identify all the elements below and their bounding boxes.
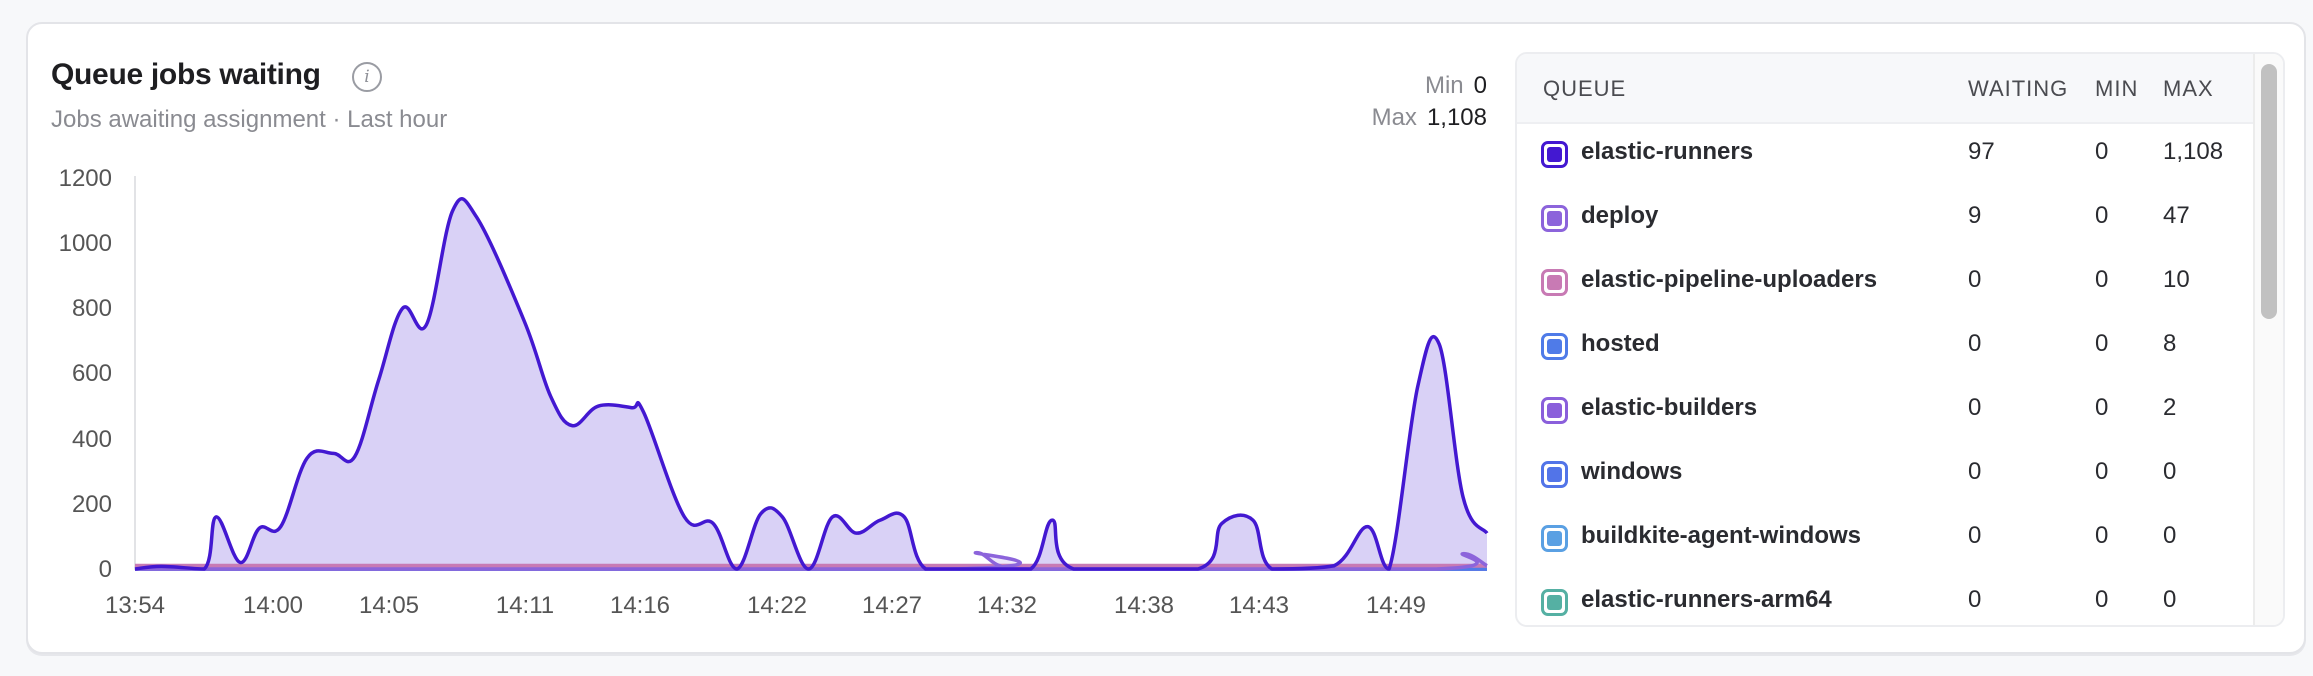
min-value: 0 <box>2095 458 2109 485</box>
waiting-value: 0 <box>1968 394 1982 421</box>
min-value: 0 <box>2095 266 2109 293</box>
card-title: Queue jobs waiting <box>51 58 321 91</box>
series-toggle-checkbox[interactable] <box>1541 269 1568 296</box>
queue-name: buildkite-agent-windows <box>1581 522 1861 549</box>
series-line-elastic-runners <box>134 197 1489 571</box>
waiting-value: 9 <box>1968 202 1982 229</box>
color-swatch-icon <box>1547 467 1562 482</box>
legend-row[interactable]: hosted 0 0 8 <box>1517 314 2257 378</box>
x-tick: 14:22 <box>746 592 808 619</box>
x-tick: 14:49 <box>1365 592 1427 619</box>
series-toggle-checkbox[interactable] <box>1541 589 1568 616</box>
color-swatch-icon <box>1547 275 1562 290</box>
y-tick: 0 <box>98 556 112 583</box>
legend-row[interactable]: elastic-builders 0 0 2 <box>1517 378 2257 442</box>
series-area-elastic-runners <box>135 198 1487 570</box>
max-value: 1,108 <box>2163 138 2224 165</box>
y-tick: 1000 <box>58 230 112 257</box>
max-value: 0 <box>2163 458 2177 485</box>
legend-row[interactable]: windows 0 0 0 <box>1517 442 2257 506</box>
col-waiting[interactable]: WAITING <box>1968 76 2069 101</box>
series-toggle-checkbox[interactable] <box>1541 205 1568 232</box>
y-tick: 800 <box>71 295 112 322</box>
series-toggle-checkbox[interactable] <box>1541 397 1568 424</box>
col-min[interactable]: MIN <box>2095 76 2139 101</box>
queue-name: elastic-builders <box>1581 394 1758 421</box>
queue-name: deploy <box>1581 202 1659 229</box>
x-tick: 14:05 <box>358 592 420 619</box>
max-value: 10 <box>2163 266 2190 293</box>
legend-row[interactable]: deploy 9 0 47 <box>1517 186 2257 250</box>
card-subtitle: Jobs awaiting assignment · Last hour <box>51 106 448 133</box>
min-value: 0 <box>2095 202 2109 229</box>
min-value: 0 <box>2095 586 2109 613</box>
series-line-deploy <box>135 550 1488 571</box>
max-value: 8 <box>2163 330 2177 357</box>
color-swatch-icon <box>1547 531 1562 546</box>
col-queue[interactable]: QUEUE <box>1543 76 1627 101</box>
y-tick: 600 <box>71 360 112 387</box>
queue-legend-table: QUEUE WAITING MIN MAX elastic-runners 97 0… <box>1515 52 2285 627</box>
waiting-value: 0 <box>1968 458 1982 485</box>
max-value: 0 <box>2163 586 2177 613</box>
waiting-value: 97 <box>1968 138 1995 165</box>
max-value: 0 <box>2163 522 2177 549</box>
legend-row[interactable]: buildkite-agent-windows 0 0 0 <box>1517 506 2257 570</box>
waiting-value: 0 <box>1968 330 1982 357</box>
min-value: 0 <box>2095 138 2109 165</box>
color-swatch-icon <box>1547 147 1562 162</box>
x-tick: 14:27 <box>861 592 923 619</box>
queue-name: elastic-runners <box>1581 138 1754 165</box>
queue-name: hosted <box>1581 330 1660 357</box>
y-tick: 200 <box>71 491 112 518</box>
min-value: 0 <box>2095 522 2109 549</box>
x-tick: 14:16 <box>609 592 671 619</box>
min-value: 0 <box>2095 394 2109 421</box>
chart-series <box>134 197 1489 571</box>
scrollbar-thumb[interactable] <box>2261 64 2277 319</box>
stat-max-label: Max <box>1371 104 1417 131</box>
queue-name: elastic-pipeline-uploaders <box>1581 266 1878 293</box>
waiting-value: 0 <box>1968 522 1982 549</box>
legend-scrollbar[interactable] <box>2253 54 2283 625</box>
stat-max-value: 1,108 <box>1426 104 1487 131</box>
legend-row[interactable]: elastic-pipeline-uploaders 0 0 10 <box>1517 250 2257 314</box>
y-tick: 400 <box>71 426 112 453</box>
max-value: 2 <box>2163 394 2177 421</box>
x-tick: 14:32 <box>976 592 1038 619</box>
area-chart[interactable] <box>0 0 1500 600</box>
series-toggle-checkbox[interactable] <box>1541 461 1568 488</box>
x-tick: 14:38 <box>1113 592 1175 619</box>
x-tick: 14:00 <box>242 592 304 619</box>
x-tick: 14:43 <box>1228 592 1290 619</box>
x-tick: 13:54 <box>104 592 166 619</box>
x-tick: 14:11 <box>495 592 555 619</box>
min-value: 0 <box>2095 330 2109 357</box>
queue-name: elastic-runners-arm64 <box>1581 586 1832 613</box>
col-max[interactable]: MAX <box>2163 76 2214 101</box>
series-toggle-checkbox[interactable] <box>1541 525 1568 552</box>
series-toggle-checkbox[interactable] <box>1541 141 1568 168</box>
series-toggle-checkbox[interactable] <box>1541 333 1568 360</box>
legend-header: QUEUE WAITING MIN MAX <box>1517 54 2257 124</box>
y-tick: 1200 <box>58 165 112 192</box>
waiting-value: 0 <box>1968 586 1982 613</box>
legend-row[interactable]: elastic-runners-arm64 0 0 0 <box>1517 570 2257 625</box>
max-value: 47 <box>2163 202 2190 229</box>
stat-min: Min 0 <box>1425 72 1487 100</box>
info-icon[interactable]: i <box>352 62 382 92</box>
waiting-value: 0 <box>1968 266 1982 293</box>
legend-row[interactable]: elastic-runners 97 0 1,108 <box>1517 122 2257 186</box>
queue-name: windows <box>1581 458 1683 485</box>
color-swatch-icon <box>1547 403 1562 418</box>
stat-min-value: 0 <box>1473 72 1487 99</box>
color-swatch-icon <box>1547 595 1562 610</box>
color-swatch-icon <box>1547 211 1562 226</box>
color-swatch-icon <box>1547 339 1562 354</box>
stat-max: Max 1,108 <box>1372 104 1487 132</box>
stat-min-label: Min <box>1424 72 1464 99</box>
